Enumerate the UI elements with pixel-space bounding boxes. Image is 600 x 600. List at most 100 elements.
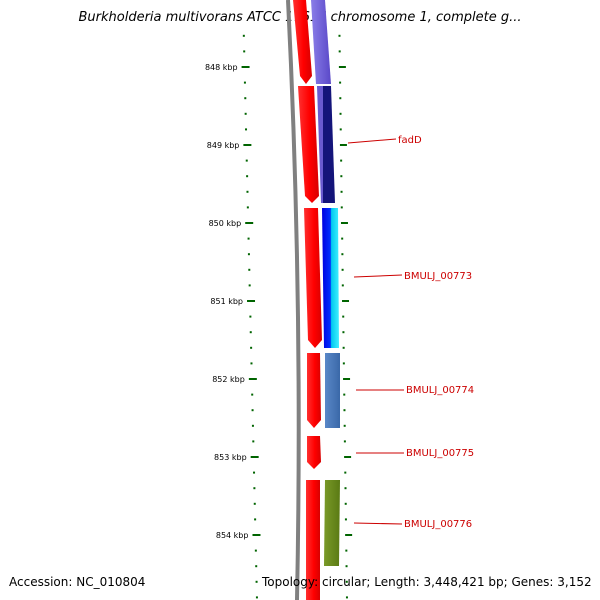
tick-label: 852 kbp — [212, 375, 245, 384]
minor-tick — [253, 487, 256, 490]
minor-tick — [255, 580, 258, 583]
minor-tick — [243, 50, 246, 53]
minor-tick — [247, 253, 250, 256]
cds-feature[interactable] — [304, 208, 322, 348]
minor-tick — [254, 518, 257, 521]
minor-tick — [245, 128, 248, 131]
gene-label-leader — [347, 138, 397, 144]
right-tick — [344, 518, 347, 521]
minor-tick — [251, 393, 254, 396]
tick-label: 849 kbp — [207, 141, 240, 150]
right-tick — [341, 237, 344, 240]
minor-tick — [252, 440, 255, 443]
right-tick — [341, 253, 344, 256]
minor-tick — [243, 81, 246, 84]
right-tick — [344, 456, 352, 458]
right-tick — [345, 580, 348, 583]
gene-label[interactable]: fadD — [398, 135, 422, 146]
minor-tick — [249, 331, 252, 334]
feature-block-navy[interactable] — [323, 86, 335, 203]
right-tick — [339, 144, 347, 146]
right-tick — [343, 393, 346, 396]
feature-block-purple[interactable] — [311, 0, 331, 84]
right-tick — [344, 487, 347, 490]
tick-label: 854 kbp — [216, 531, 249, 540]
right-tick — [340, 190, 343, 193]
right-tick — [342, 331, 345, 334]
right-tick — [340, 206, 343, 209]
feature-block-blue-cyan[interactable] — [322, 208, 339, 348]
right-tick — [342, 300, 350, 302]
right-tick — [345, 565, 348, 568]
minor-tick-track — [242, 34, 258, 599]
right-tick — [341, 284, 344, 287]
minor-tick — [247, 237, 250, 240]
right-tick — [342, 346, 345, 349]
minor-tick — [248, 268, 251, 271]
right-tick-track — [338, 34, 353, 599]
minor-tick — [250, 346, 253, 349]
right-tick — [339, 97, 342, 100]
cds-feature[interactable] — [306, 480, 320, 600]
minor-tick — [250, 362, 253, 365]
gene-label[interactable]: BMULJ_00775 — [406, 448, 474, 459]
minor-tick — [244, 97, 247, 100]
minor-tick — [255, 596, 258, 599]
right-tick — [345, 596, 348, 599]
gene-label[interactable]: BMULJ_00776 — [404, 519, 472, 530]
gene-label[interactable]: BMULJ_00774 — [406, 385, 474, 396]
right-tick — [344, 471, 347, 474]
accession-text: Accession: NC_010804 — [9, 575, 146, 589]
chromosome-backbone — [286, 0, 301, 600]
minor-tick — [251, 424, 254, 427]
right-tick — [341, 268, 344, 271]
right-tick — [339, 128, 342, 131]
minor-tick — [251, 409, 254, 412]
feature-block-purple-lower[interactable] — [317, 86, 323, 203]
minor-tick — [249, 315, 252, 318]
minor-tick — [253, 471, 256, 474]
gene-label-leader — [353, 274, 403, 278]
gene-labels: fadD BMULJ_00773 BMULJ_00774 BMULJ_00775… — [347, 135, 474, 530]
right-tick — [340, 222, 348, 224]
right-tick — [342, 362, 345, 365]
cds-feature[interactable] — [293, 0, 312, 84]
major-tick-group: 848 kbp 849 kbp 850 kbp 851 kbp 852 kbp 853 k… — [205, 63, 261, 540]
right-tick — [343, 378, 351, 380]
right-tick — [338, 50, 341, 53]
minor-tick — [255, 565, 258, 568]
gene-label-leader — [353, 522, 403, 525]
right-tick — [345, 549, 348, 552]
right-tick — [343, 424, 346, 427]
cds-feature[interactable] — [307, 436, 321, 469]
minor-tick — [245, 159, 248, 162]
minor-tick — [246, 190, 249, 193]
gene-label[interactable]: BMULJ_00773 — [404, 271, 472, 282]
minor-tick — [244, 112, 247, 115]
tick-label: 850 kbp — [209, 219, 242, 228]
cds-feature[interactable] — [298, 86, 319, 203]
tick-label: 853 kbp — [214, 453, 247, 462]
right-tick — [338, 66, 346, 68]
minor-tick — [242, 34, 245, 37]
cds-track — [293, 0, 322, 600]
minor-tick — [248, 284, 251, 287]
feature-track — [311, 0, 340, 566]
topology-summary: Topology: circular; Length: 3,448,421 bp… — [262, 575, 592, 589]
minor-tick — [246, 175, 249, 178]
right-tick — [339, 112, 342, 115]
minor-tick — [254, 549, 257, 552]
right-tick — [339, 81, 342, 84]
right-tick — [338, 34, 341, 37]
minor-tick — [253, 502, 256, 505]
right-tick — [344, 502, 347, 505]
feature-block-steel[interactable] — [325, 353, 340, 428]
feature-block-olive[interactable] — [324, 480, 340, 566]
minor-tick — [246, 206, 249, 209]
right-tick — [343, 409, 346, 412]
tick-label: 851 kbp — [210, 297, 243, 306]
right-tick — [340, 175, 343, 178]
right-tick — [345, 534, 353, 536]
cds-feature[interactable] — [307, 353, 321, 428]
